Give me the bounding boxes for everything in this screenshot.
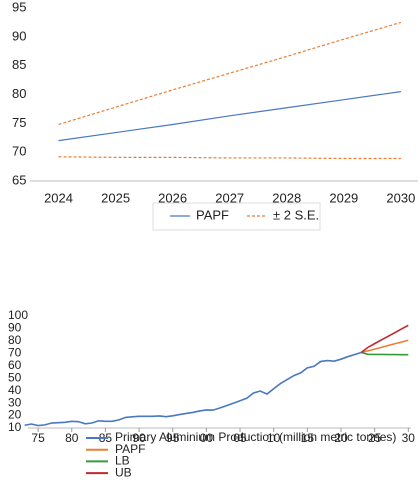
x-tick-label: 95 [166,431,180,445]
series-line [361,339,409,354]
x-tick-label: 2029 [329,190,358,205]
series-line [58,21,402,126]
series-line [58,91,401,142]
legend-label: LB [115,454,130,468]
y-tick-label: 20 [8,408,22,422]
y-tick-label: 50 [8,370,22,384]
lower-bound-line [58,156,401,160]
x-tick-label: 90 [132,431,146,445]
x-tick-label: 2025 [101,190,130,205]
y-tick-label: 85 [12,57,26,72]
x-tick-label: 2030 [386,190,415,205]
x-tick-label: 20 [334,431,348,445]
legend-label: UB [115,465,132,479]
x-tick-label: 05 [233,431,247,445]
series-line [360,324,409,354]
x-tick-label: 30 [402,431,416,445]
series-line [24,351,362,427]
x-tick-label: 2026 [158,190,187,205]
y-tick-label: 90 [8,321,22,335]
legend-label: Primary Aluminium Production (million me… [115,430,396,444]
y-tick-label: 80 [8,333,22,347]
x-tick-label: 25 [368,431,382,445]
x-tick-label: 15 [301,431,315,445]
y-tick-label: 95 [12,0,26,14]
y-tick-label: 30 [8,395,22,409]
x-tick-label: 2027 [215,190,244,205]
legend-label: PAPF [196,207,229,222]
y-tick-label: 80 [12,86,26,101]
y-tick-label: 75 [12,115,26,130]
y-tick-label: 70 [12,144,26,159]
chart: 65 70 75 80 85 90 95 2024 2025 2026 2027 2028 2029 20… [12,0,418,231]
legend-label: PAPF [115,442,145,456]
y-tick-label: 70 [8,346,22,360]
x-tick-label: 2024 [44,190,73,205]
y-tick-label: 10 [8,420,22,434]
x-tick-label: 10 [267,431,281,445]
series-line [360,351,409,356]
y-tick-label: 65 [12,172,26,187]
y-tick-label: 40 [8,383,22,397]
x-tick-label: 80 [65,431,79,445]
y-tick-label: 100 [8,308,28,322]
x-tick-label: 75 [31,431,45,445]
legend-label: ± 2 S.E. [273,207,319,222]
y-tick-label: 90 [12,28,26,43]
x-tick-label: 2028 [272,190,301,205]
legend-box [152,202,321,231]
y-tick-label: 60 [8,358,22,372]
x-tick-label: 00 [200,431,214,445]
